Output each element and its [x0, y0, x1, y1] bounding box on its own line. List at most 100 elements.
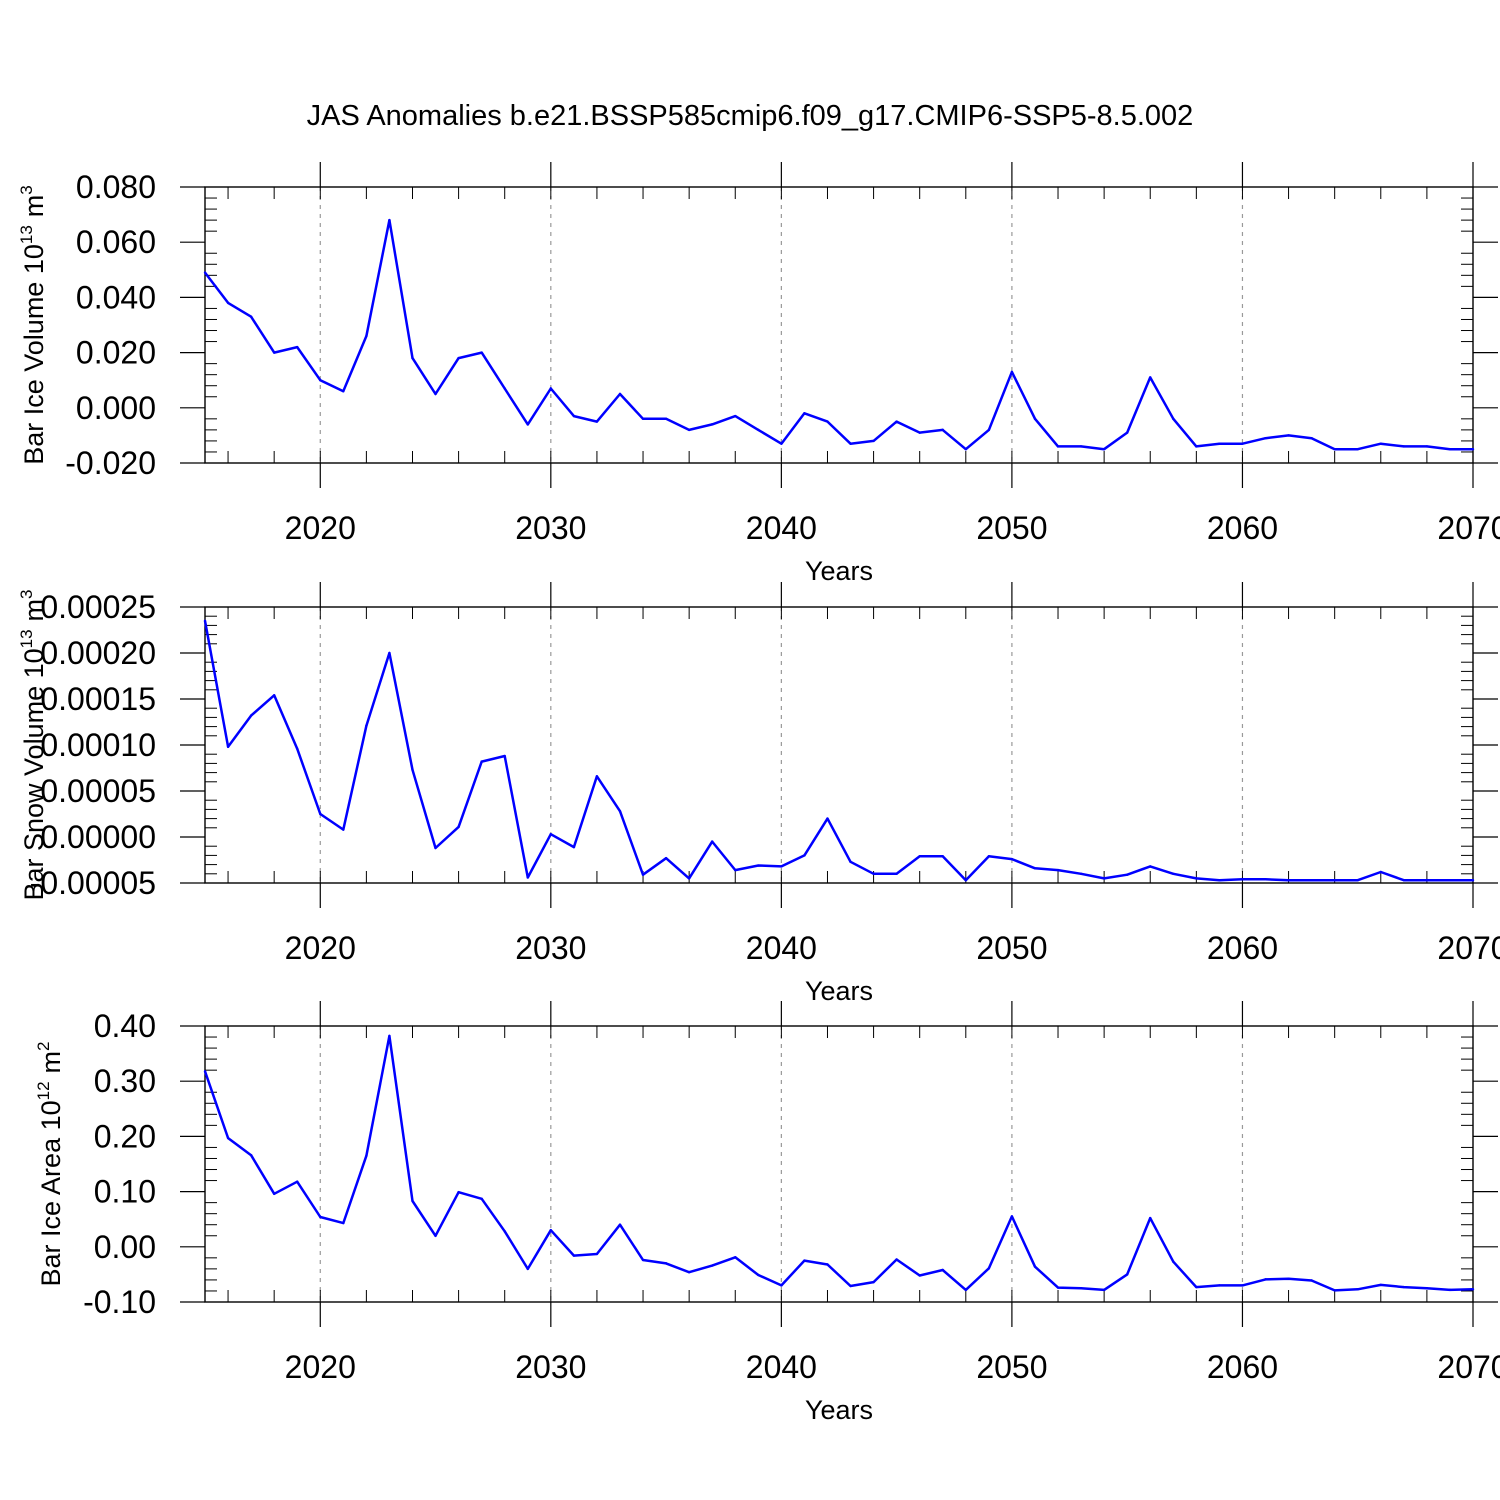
data-point	[388, 1034, 391, 1038]
data-point	[388, 218, 391, 222]
data-point	[849, 1284, 852, 1288]
data-point	[365, 1154, 368, 1157]
data-point	[272, 351, 276, 354]
data-point	[1356, 879, 1359, 882]
data-point	[1033, 417, 1037, 421]
data-point	[1218, 442, 1221, 445]
data-point	[1310, 1279, 1313, 1282]
x-tick-label: 2060	[1207, 510, 1278, 546]
data-point	[272, 694, 276, 697]
y-tick-label: 0.00	[94, 1229, 156, 1265]
data-point	[803, 854, 806, 857]
data-point	[1195, 877, 1198, 880]
data-point	[595, 1252, 599, 1256]
data-point	[595, 420, 599, 423]
y-axis-label: Bar Ice Area 1012m2	[34, 1041, 66, 1286]
x-tick-label: 2070	[1437, 1349, 1500, 1385]
data-point	[780, 442, 783, 445]
data-point	[226, 301, 230, 305]
data-point	[618, 1223, 622, 1226]
data-point	[1310, 436, 1313, 440]
x-tick-label: 2070	[1437, 930, 1500, 966]
y-tick-label: -0.020	[65, 445, 156, 481]
data-point	[1402, 445, 1406, 448]
x-tick-label: 2060	[1207, 930, 1278, 966]
data-point	[1241, 878, 1244, 881]
data-point	[918, 1274, 921, 1277]
data-point	[1287, 1277, 1290, 1281]
x-tick-label: 2070	[1437, 510, 1500, 546]
y-tick-label: 0.020	[76, 335, 156, 371]
data-point	[319, 379, 322, 382]
data-point	[549, 833, 553, 836]
x-tick-label: 2040	[746, 930, 817, 966]
data-point	[572, 414, 576, 418]
data-point	[1102, 877, 1106, 880]
data-point	[342, 828, 345, 831]
data-point	[1241, 442, 1244, 445]
data-point	[895, 420, 898, 423]
data-point	[1056, 1286, 1060, 1289]
data-point	[1172, 417, 1175, 421]
data-point	[1010, 370, 1014, 374]
chart-title: JAS Anomalies b.e21.BSSP585cmip6.f09_g17…	[307, 100, 1194, 132]
data-point	[296, 747, 299, 750]
data-point	[1125, 431, 1129, 434]
y-tick-label: 0.00025	[40, 589, 156, 625]
data-point	[1471, 448, 1475, 451]
data-point	[734, 414, 737, 418]
data-point	[1471, 879, 1475, 882]
data-point	[1448, 448, 1452, 451]
data-point	[1149, 865, 1152, 868]
data-point	[618, 810, 622, 813]
data-point	[664, 856, 668, 860]
series-line	[203, 620, 1473, 882]
plot-frame	[204, 1025, 1474, 1303]
x-tick-label: 2020	[285, 930, 356, 966]
data-point	[1172, 872, 1175, 875]
x-axis-label: Years	[805, 556, 873, 586]
data-point	[457, 356, 460, 360]
data-point	[641, 873, 645, 876]
x-tick-label: 2030	[515, 510, 586, 546]
data-point	[526, 876, 529, 879]
y-tick-label: 0.20	[94, 1118, 156, 1154]
data-point	[411, 768, 414, 772]
data-point	[1264, 436, 1267, 440]
x-tick-label: 2060	[1207, 1349, 1278, 1385]
data-point	[434, 392, 437, 396]
data-point	[480, 351, 483, 354]
data-point	[757, 864, 760, 867]
data-point	[411, 1199, 414, 1203]
y-tick-label: 0.30	[94, 1063, 156, 1099]
data-point	[203, 619, 207, 622]
data-point	[1125, 1273, 1129, 1276]
data-point	[872, 439, 875, 443]
data-point	[641, 417, 645, 421]
data-point	[687, 877, 691, 880]
x-tick-label: 2020	[285, 510, 356, 546]
data-point	[664, 1262, 668, 1265]
data-point	[826, 420, 829, 423]
panel-ice-volume: 2020 2030 2040 2050 2060 2070 -0.020 0.000 0.020…	[17, 162, 1500, 586]
data-point	[734, 868, 737, 872]
data-point	[757, 428, 760, 432]
data-point	[526, 423, 529, 426]
data-point	[434, 846, 437, 850]
data-point	[941, 1268, 944, 1272]
data-point	[711, 840, 714, 843]
y-axis-label: Bar Ice Volume 1013m3	[17, 185, 49, 465]
data-point	[618, 392, 622, 396]
data-point	[1056, 445, 1060, 448]
data-point	[1033, 867, 1037, 870]
data-point	[549, 387, 553, 390]
data-point	[849, 442, 852, 445]
data-point	[1356, 1288, 1359, 1291]
data-point	[342, 1221, 345, 1225]
data-point	[1333, 448, 1336, 451]
data-point	[918, 431, 921, 434]
data-point	[226, 1136, 230, 1140]
panel-ice-area: 2020 2030 2040 2050 2060 2070 -0.10 0.00 0.10 0.2…	[34, 1001, 1500, 1425]
data-point	[1079, 1287, 1083, 1290]
data-point	[1102, 448, 1106, 451]
